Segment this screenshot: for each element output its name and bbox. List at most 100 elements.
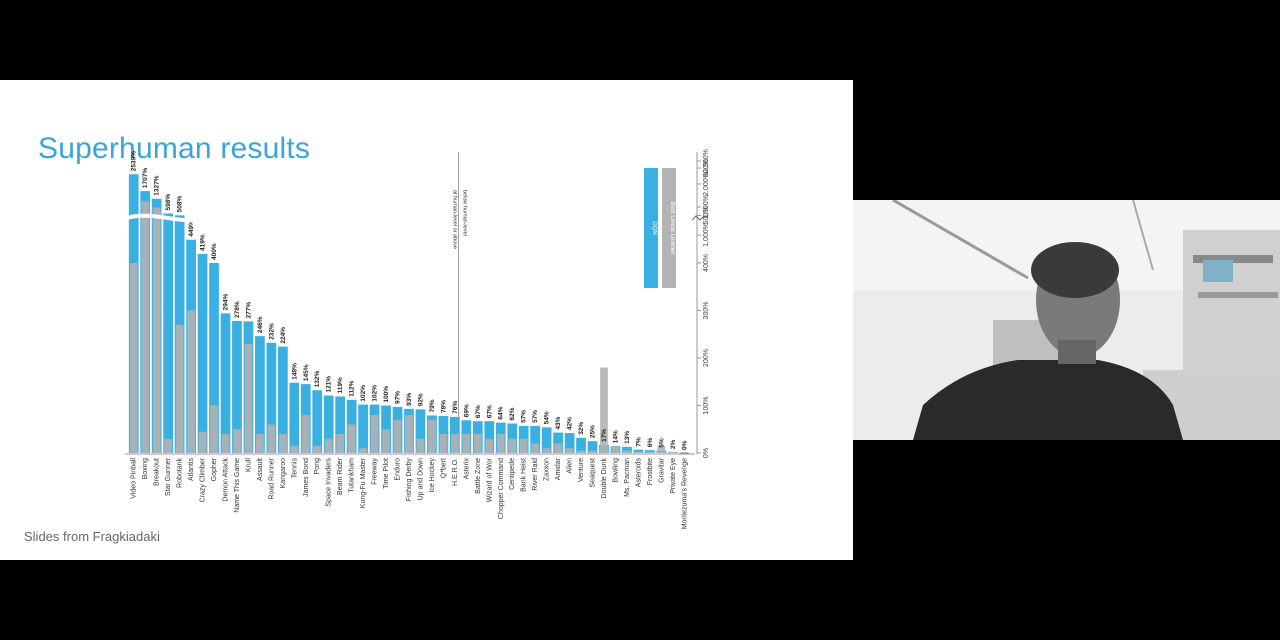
- bar-dqn: [564, 433, 575, 453]
- bar-value-label: 121%: [326, 376, 333, 393]
- y-tick-label: 1,000%: [703, 223, 710, 247]
- bar-value-label: 246%: [257, 316, 264, 333]
- bar-value-label: 278%: [234, 301, 241, 318]
- bar-dqn: [622, 446, 632, 453]
- legend-swatch-linear: [662, 168, 676, 288]
- category-label: Breakout: [154, 458, 161, 486]
- bar-linear: [485, 438, 494, 453]
- bar-dqn: [484, 421, 495, 453]
- bar-value-label: 32%: [578, 422, 585, 435]
- category-label: Ice Hockey: [429, 458, 436, 493]
- bar-dqn: [541, 427, 552, 453]
- category-label: Alien: [567, 458, 574, 474]
- bar-value-label: 145%: [303, 364, 310, 381]
- y-tick-label: 2,500%: [703, 149, 710, 173]
- bar-value-label: 54%: [544, 411, 551, 424]
- category-label: Up and Down: [417, 458, 424, 501]
- bar-dqn: [553, 432, 563, 453]
- bar-value-label: 42%: [567, 417, 574, 430]
- bar-dqn: [576, 437, 586, 453]
- category-label: Chopper Command: [498, 458, 505, 519]
- bar-value-label: 93%: [406, 393, 413, 406]
- webcam-video: [853, 200, 1280, 440]
- bar-value-label: 277%: [245, 302, 252, 319]
- bar-linear: [141, 201, 150, 453]
- category-label: Gravitar: [658, 457, 665, 483]
- bar-linear: [210, 405, 218, 453]
- bar-dqn: [277, 346, 288, 453]
- bar-linear: [462, 434, 471, 453]
- y-tick-label: 400%: [703, 254, 710, 272]
- bar-value-label: 112%: [349, 380, 356, 396]
- bar-value-label: 2539%: [131, 151, 138, 171]
- bar-dqn: [163, 213, 174, 453]
- category-label: Tennis: [291, 458, 298, 479]
- bar-linear: [278, 434, 287, 453]
- bar-value-label: 25%: [590, 425, 597, 438]
- bar-value-label: 67%: [475, 405, 482, 418]
- y-tick-label: 2,000%: [703, 172, 710, 196]
- legend-label-dqn: DQN: [651, 221, 657, 234]
- category-label: Time Pilot: [383, 458, 390, 489]
- category-label: Seaquest: [590, 458, 597, 488]
- bar-value-label: 79%: [429, 399, 436, 412]
- bar-linear: [244, 343, 253, 453]
- bar-value-label: 69%: [463, 404, 470, 417]
- bar-linear: [611, 445, 620, 453]
- bar-linear: [233, 429, 241, 453]
- bar-value-label: 17%: [601, 429, 608, 442]
- bar-linear: [256, 434, 264, 453]
- annotation-below: below human-level: [462, 190, 468, 236]
- bar-linear: [347, 424, 356, 453]
- category-label: Fishing Derby: [406, 458, 413, 502]
- bar-linear: [221, 434, 230, 453]
- category-label: Asterix: [463, 458, 470, 480]
- bar-dqn: [255, 336, 265, 453]
- bar-linear: [473, 434, 482, 453]
- bar-linear: [451, 434, 459, 453]
- category-label: Kangaroo: [280, 458, 287, 488]
- bar-linear: [187, 310, 195, 453]
- category-label: Frostbite: [647, 458, 654, 485]
- bar-linear: [680, 452, 689, 453]
- bar-value-label: 419%: [200, 234, 207, 251]
- bar-value-label: 0%: [681, 440, 688, 450]
- bar-value-label: 102%: [360, 385, 367, 402]
- category-label: Star Gunner: [165, 457, 172, 496]
- bar-linear: [428, 419, 436, 453]
- bar-value-label: 57%: [521, 410, 528, 423]
- category-label: Beam Rider: [337, 457, 344, 495]
- bar-linear: [496, 434, 505, 453]
- bar-dqn: [220, 313, 231, 453]
- axis-break-mark: [691, 215, 705, 221]
- bar-linear: [267, 424, 276, 453]
- y-tick-label: 200%: [703, 349, 710, 367]
- bar-linear: [290, 445, 299, 453]
- category-label: Montezuma's Revenge: [681, 458, 688, 529]
- category-label: Ms. Pacman: [624, 458, 631, 497]
- bar-linear: [359, 448, 367, 453]
- bar-dqn: [587, 441, 598, 453]
- annotation-above: at human-level or above: [452, 190, 458, 249]
- presenter-image: [853, 200, 1280, 440]
- bar-linear: [668, 452, 677, 453]
- bar-linear: [645, 451, 654, 453]
- bar-linear: [393, 419, 402, 453]
- bar-value-label: 400%: [211, 243, 218, 260]
- bar-dqn: [209, 263, 219, 453]
- category-label: Battle Zone: [475, 458, 482, 494]
- bar-value-label: 7%: [635, 437, 642, 447]
- y-tick-label: 500%: [703, 207, 710, 225]
- bar-linear: [531, 443, 540, 453]
- y-tick-label: 300%: [703, 302, 710, 320]
- bar-dqn: [530, 425, 541, 453]
- bar-linear: [623, 450, 631, 453]
- category-label: Zaxxon: [544, 458, 551, 481]
- bar-linear: [577, 450, 585, 453]
- y-tick-label: 100%: [703, 397, 710, 415]
- bar-value-label: 119%: [337, 377, 344, 393]
- bar-linear: [370, 415, 379, 453]
- category-label: Atlantis: [188, 458, 195, 481]
- bar-value-label: 97%: [395, 391, 402, 404]
- y-tick-label: 600%: [703, 159, 710, 177]
